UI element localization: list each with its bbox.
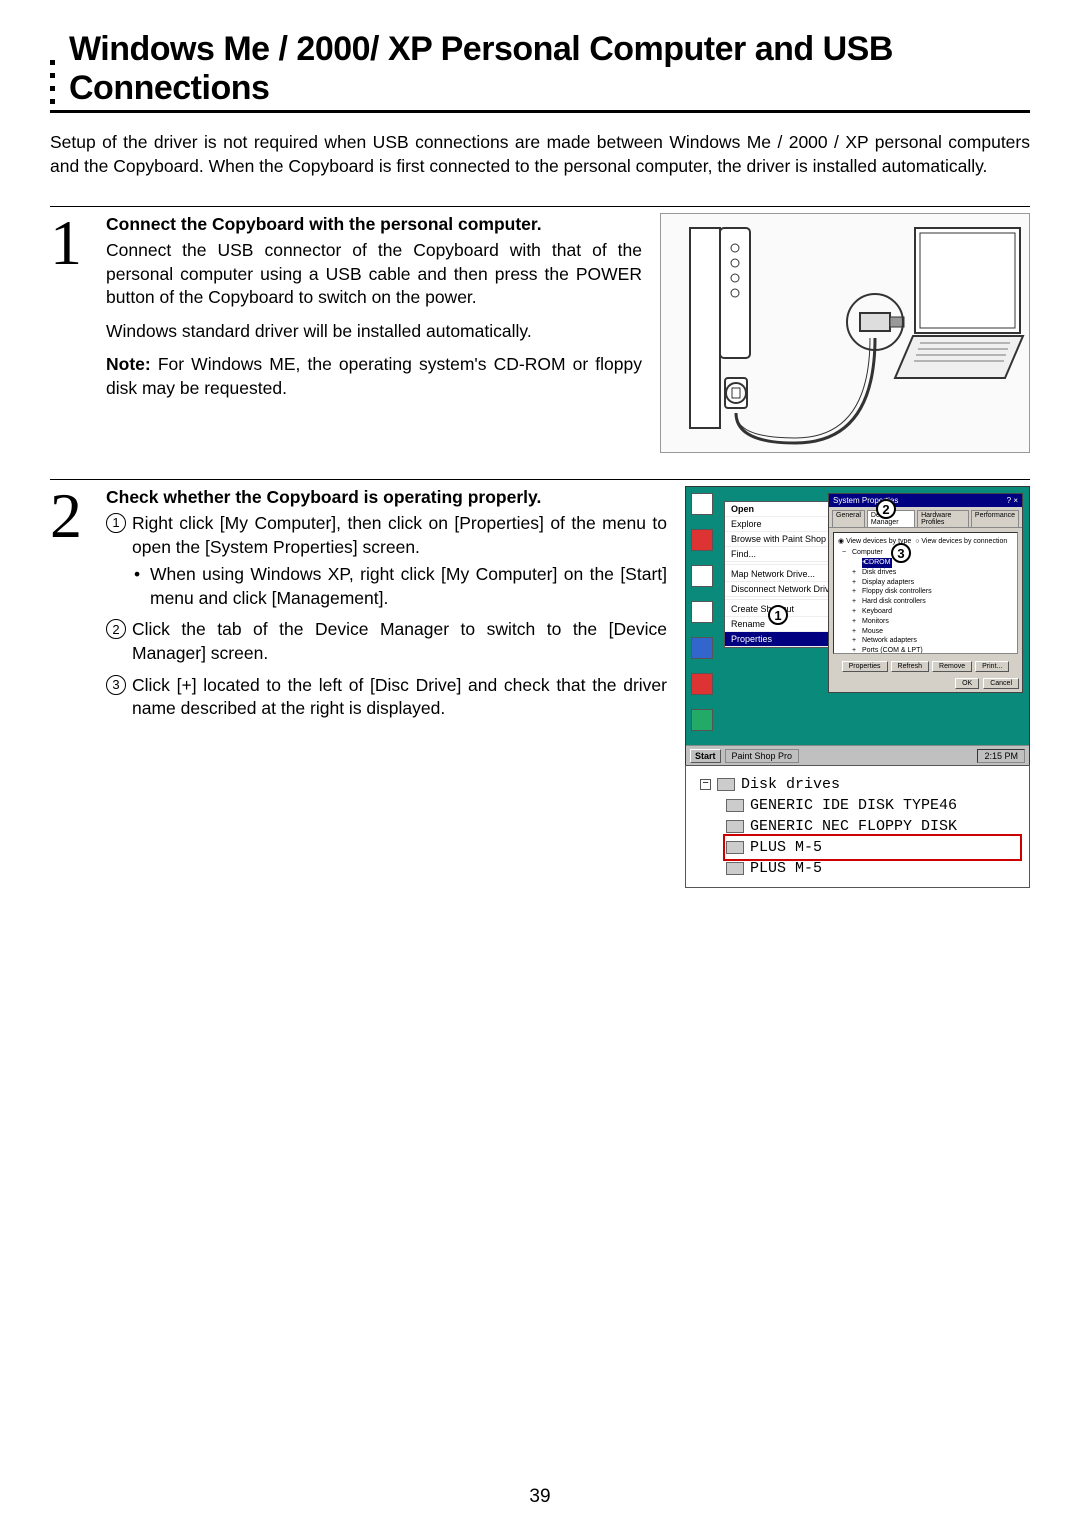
tree-hdd[interactable]: Hard disk controllers [852,597,1013,607]
tree-computer[interactable]: Computer [842,548,1013,558]
device-tree[interactable]: Computer CDROM Disk drives Display adapt… [842,548,1013,654]
usb-connection-svg [665,218,1025,448]
btn-cancel[interactable]: Cancel [983,678,1019,689]
desktop-icon [691,637,713,659]
drive-icon [726,820,744,833]
desktop-icon [691,709,713,731]
circled-1-icon: 1 [106,513,126,533]
desktop-icons [691,493,713,731]
step-1-number: 1 [50,213,106,453]
step-2-item-2: 2 Click the tab of the Device Manager to… [106,618,667,665]
start-button[interactable]: Start [690,749,721,763]
circled-3-icon: 3 [106,675,126,695]
detail-d4: PLUS M-5 [726,858,1019,879]
btn-properties[interactable]: Properties [842,661,888,672]
detail-root: − Disk drives [700,774,1019,795]
step-2-item-1: 1 Right click [My Computer], then click … [106,512,667,611]
drive-icon [717,778,735,791]
page-title: Windows Me / 2000/ XP Personal Computer … [69,30,1030,108]
tree-net[interactable]: Network adapters [852,636,1013,646]
taskbar-item[interactable]: Paint Shop Pro [725,749,800,763]
drive-icon [726,841,744,854]
btn-remove[interactable]: Remove [932,661,972,672]
system-tray[interactable]: 2:15 PM [977,749,1025,763]
tab-performance[interactable]: Performance [971,510,1019,527]
tree-mouse[interactable]: Mouse [852,627,1013,637]
step-2-text: Check whether the Copyboard is operating… [106,486,667,888]
desktop-icon [691,673,713,695]
tree-mon[interactable]: Monitors [852,617,1013,627]
detail-d1: GENERIC IDE DISK TYPE46 [726,795,1019,816]
title-row: Windows Me / 2000/ XP Personal Computer … [50,30,1030,113]
step-2-item-3: 3 Click [+] located to the left of [Disc… [106,674,667,721]
intro-paragraph: Setup of the driver is not required when… [50,131,1030,178]
tab-general[interactable]: General [832,510,865,527]
title-dots [50,60,55,108]
desktop-icon [691,565,713,587]
note-text: For Windows ME, the operating system's C… [106,354,642,398]
system-properties-window[interactable]: System Properties? × General Device Mana… [828,493,1023,693]
desktop-icon [691,601,713,623]
step-2-heading: Check whether the Copyboard is operating… [106,486,667,510]
step-1-p1: Connect the USB connector of the Copyboa… [106,239,642,310]
tree-disk[interactable]: Disk drives [852,568,1013,578]
step-2-number: 2 [50,486,106,888]
note-label: Note: [106,354,151,374]
tree-display[interactable]: Display adapters [852,578,1013,588]
taskbar[interactable]: Start Paint Shop Pro 2:15 PM [686,745,1029,765]
collapse-icon[interactable]: − [700,779,711,790]
tab-hardware-profiles[interactable]: Hardware Profiles [917,510,969,527]
connection-illustration [660,213,1030,453]
page-number: 39 [0,1486,1080,1508]
close-icon[interactable]: ? × [1007,496,1018,505]
step-1-p2: Windows standard driver will be installe… [106,320,642,344]
desktop-screenshot: Open Explore Browse with Paint Shop Pro … [685,486,1030,766]
step-1-note: Note: For Windows ME, the operating syst… [106,353,642,400]
tree-cdrom[interactable]: CDROM [862,558,892,568]
sysprop-tabs[interactable]: General Device Manager Hardware Profiles… [829,507,1022,528]
step-1-text: Connect the Copyboard with the personal … [106,213,642,453]
detail-d2: GENERIC NEC FLOPPY DISK [726,816,1019,837]
btn-print[interactable]: Print... [975,661,1009,672]
disk-drives-detail: − Disk drives GENERIC IDE DISK TYPE46 GE… [685,765,1030,888]
circled-2-icon: 2 [106,619,126,639]
step-1-heading: Connect the Copyboard with the personal … [106,213,642,237]
step-1: 1 Connect the Copyboard with the persona… [50,206,1030,453]
btn-refresh[interactable]: Refresh [891,661,930,672]
tree-kb[interactable]: Keyboard [852,607,1013,617]
screenshot-stack: Open Explore Browse with Paint Shop Pro … [685,486,1030,888]
step-2: 2 Check whether the Copyboard is operati… [50,479,1030,888]
detail-d3-highlighted: PLUS M-5 [726,837,1019,858]
drive-icon [726,862,744,875]
sysprop-body: ◉ View devices by type ○ View devices by… [833,532,1018,654]
opt-by-type[interactable]: ◉ View devices by type ○ View devices by… [838,537,1013,545]
sysprop-titlebar[interactable]: System Properties? × [829,494,1022,507]
drive-icon [726,799,744,812]
btn-ok[interactable]: OK [955,678,979,689]
desktop-icon [691,529,713,551]
desktop-icon [691,493,713,515]
step-2-item-1-sub: When using Windows XP, right click [My C… [132,563,667,610]
tree-ports[interactable]: Ports (COM & LPT) [852,646,1013,654]
tree-floppy[interactable]: Floppy disk controllers [852,587,1013,597]
